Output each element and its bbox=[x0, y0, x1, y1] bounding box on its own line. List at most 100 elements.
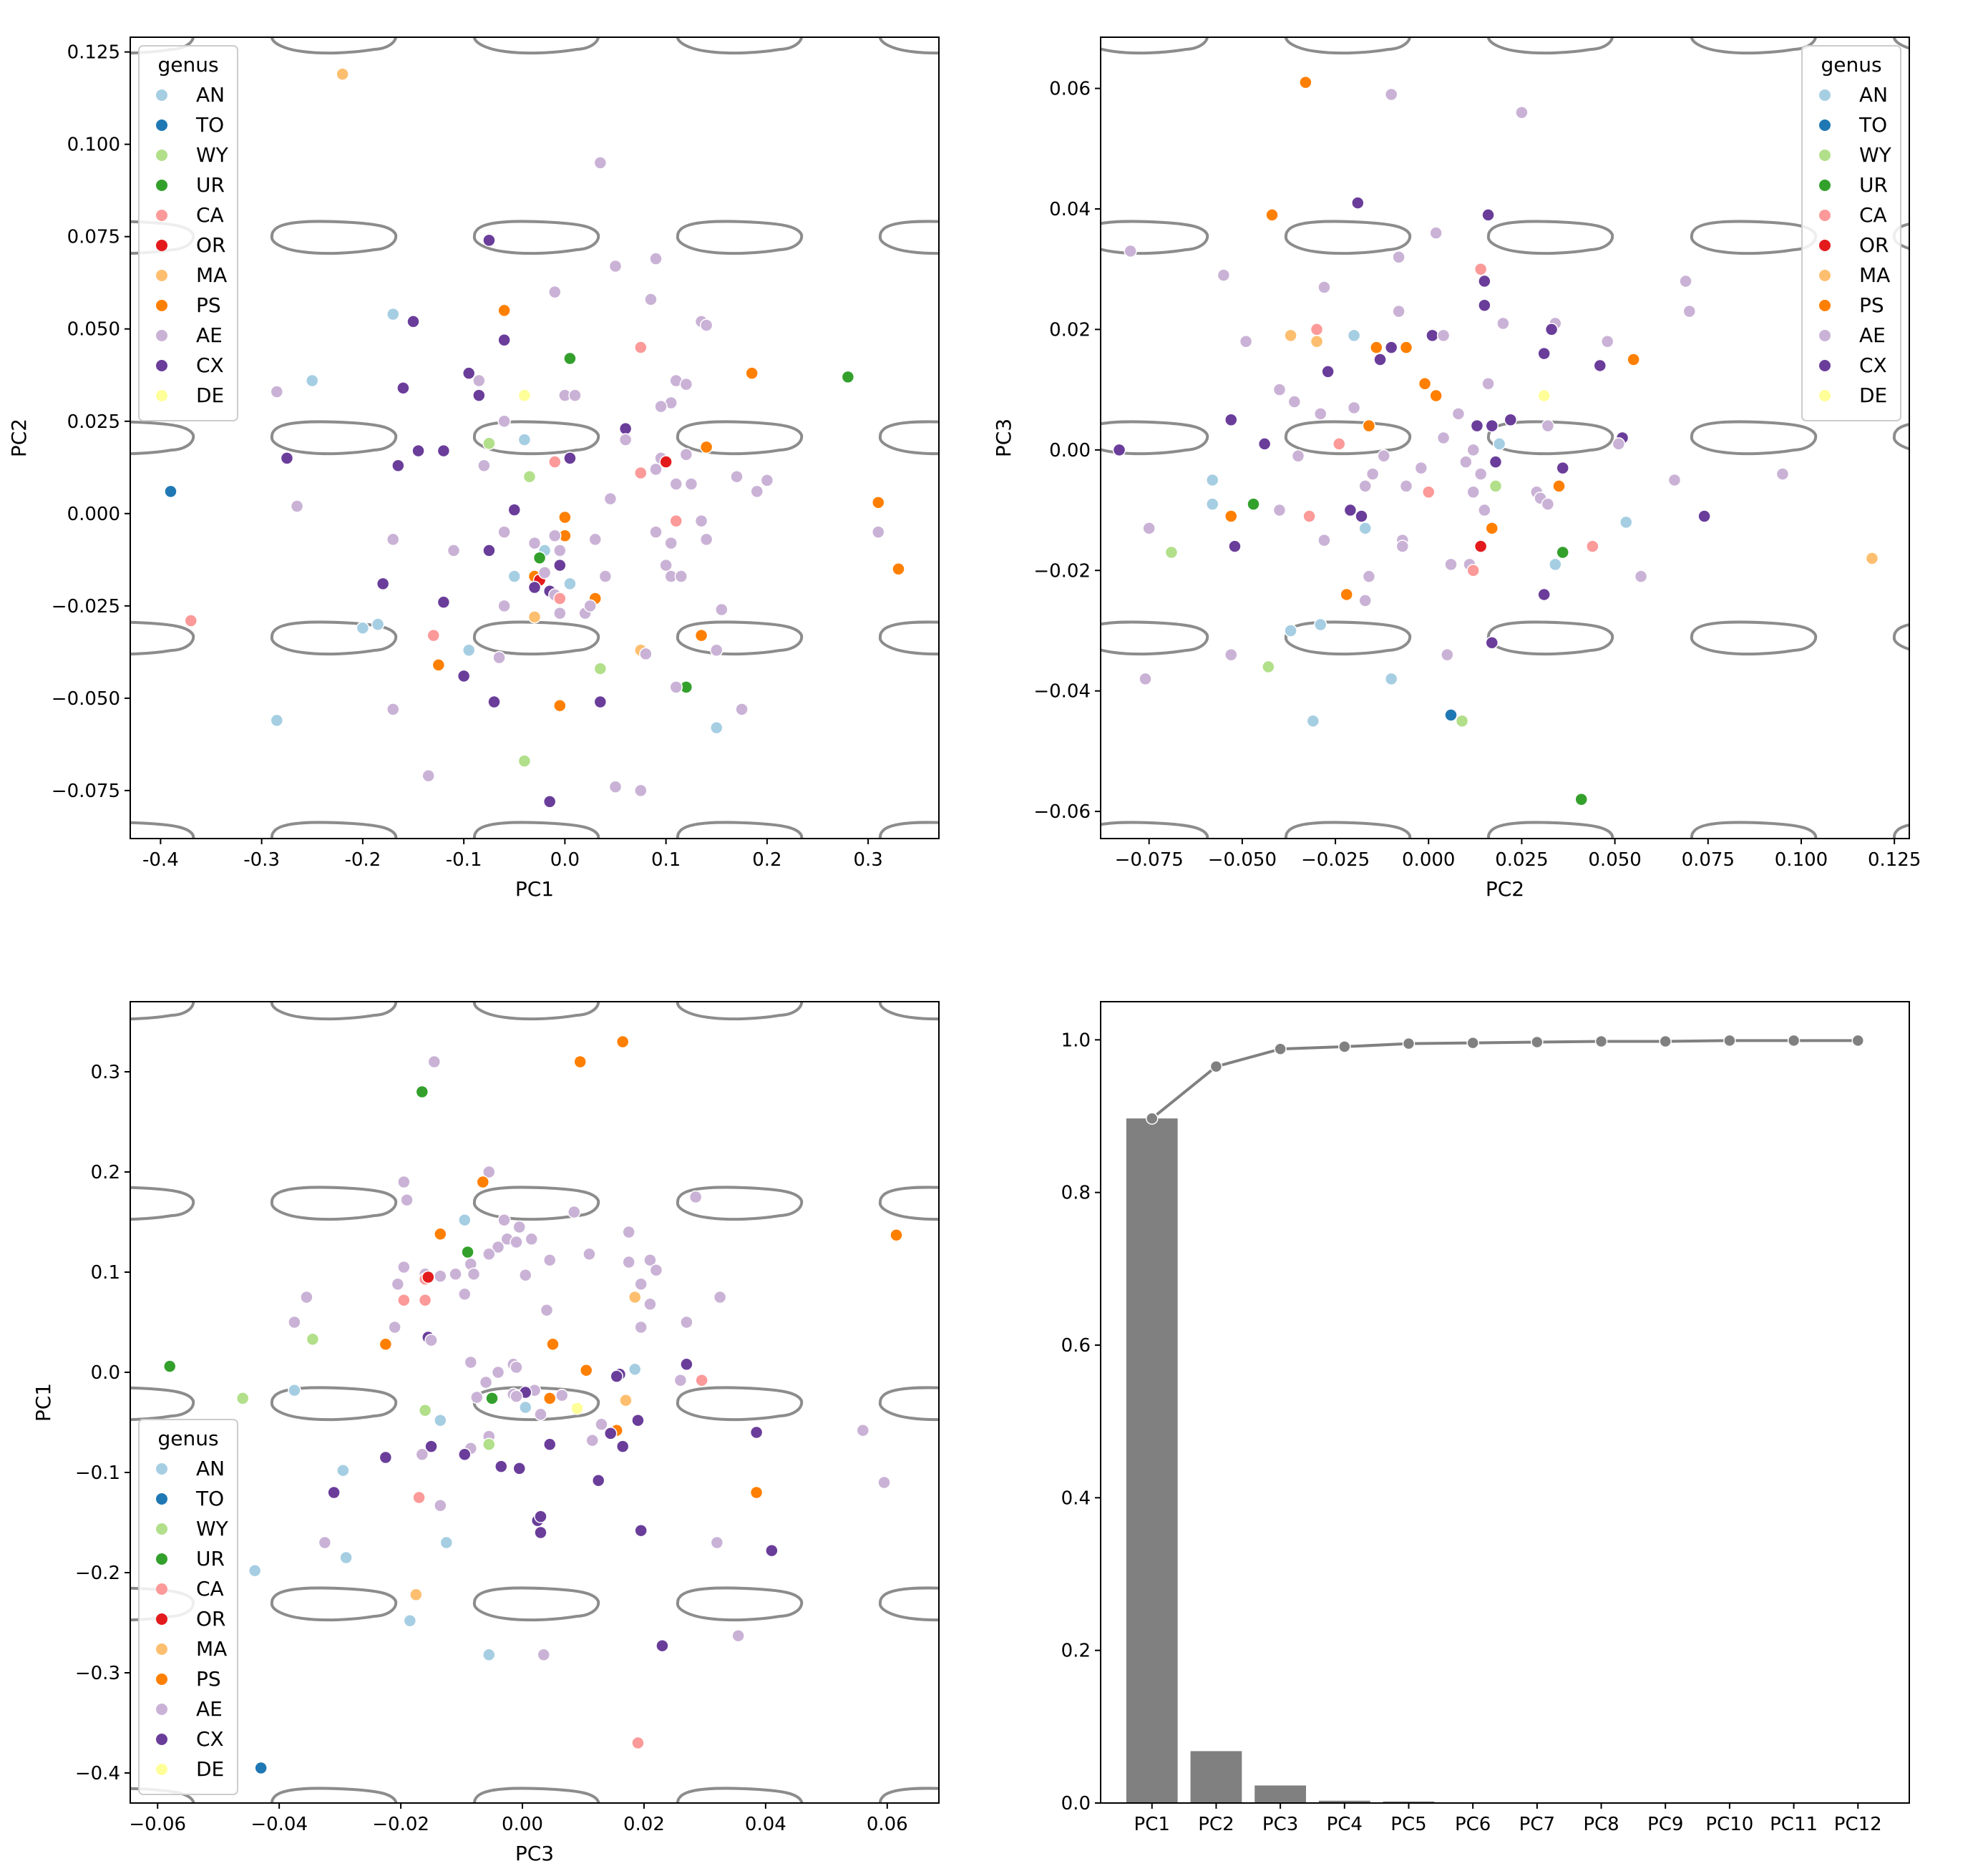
point-or bbox=[1473, 539, 1488, 553]
point-de bbox=[570, 1402, 584, 1415]
point-cx bbox=[1351, 196, 1365, 210]
point-ps bbox=[1399, 341, 1413, 354]
legend-marker-ma bbox=[156, 1643, 167, 1655]
point-cx bbox=[458, 1447, 472, 1462]
point-cx bbox=[482, 544, 496, 557]
leaf-outline-shape bbox=[130, 1186, 195, 1221]
point-ae bbox=[424, 1333, 438, 1347]
point-ae bbox=[760, 474, 774, 487]
leaf-outline-shape bbox=[1489, 1387, 1612, 1420]
point-an bbox=[339, 1550, 353, 1565]
y-tick-label: 0.3 bbox=[91, 1062, 120, 1083]
point-cx bbox=[1373, 353, 1387, 366]
legend-label-cx: CX bbox=[1859, 353, 1887, 377]
point-ae bbox=[598, 570, 613, 583]
leaf-outline-shape bbox=[1284, 420, 1412, 456]
leaf-outline-shape bbox=[270, 620, 398, 656]
point-ma bbox=[1865, 552, 1879, 565]
leaf-outline-shape bbox=[676, 37, 804, 55]
point-an bbox=[519, 1400, 532, 1415]
point-cx bbox=[749, 1425, 764, 1440]
leaf-outline-shape bbox=[270, 1586, 398, 1622]
point-cx bbox=[512, 1462, 527, 1475]
cumulative-point-pc10 bbox=[1723, 1034, 1736, 1047]
point-ps bbox=[694, 628, 708, 643]
leaf-outline-shape bbox=[1285, 37, 1412, 55]
point-cx bbox=[482, 233, 496, 248]
leaf-outline-shape bbox=[1286, 1187, 1410, 1219]
point-an bbox=[1492, 437, 1506, 451]
point-an bbox=[1284, 624, 1297, 637]
point-ae bbox=[491, 1365, 505, 1379]
x-tick-label-pc3: PC3 bbox=[1262, 1814, 1298, 1835]
point-cx bbox=[1384, 341, 1398, 354]
point-ur bbox=[415, 1085, 429, 1099]
point-cx bbox=[1537, 587, 1551, 602]
point-wy bbox=[1262, 660, 1275, 674]
point-ae bbox=[447, 544, 461, 557]
leaf-outline-shape bbox=[878, 1386, 939, 1422]
point-ae bbox=[634, 1320, 648, 1334]
point-ca bbox=[1302, 509, 1316, 523]
leaf-outline-shape bbox=[676, 1787, 804, 1803]
point-cx bbox=[634, 1523, 648, 1538]
point-ca bbox=[548, 455, 562, 469]
point-ae bbox=[1414, 461, 1428, 475]
y-tick-label: −0.025 bbox=[52, 596, 120, 617]
y-tick-label: 0.06 bbox=[1049, 79, 1091, 100]
point-ae bbox=[482, 1247, 496, 1261]
y-tick-label: 0.0 bbox=[1061, 1793, 1091, 1814]
leaf-outline-shape bbox=[676, 1002, 804, 1021]
point-cx bbox=[494, 1460, 508, 1473]
point-ps bbox=[699, 440, 713, 454]
legend-marker-ps bbox=[1819, 300, 1831, 311]
point-ae bbox=[386, 703, 400, 716]
leaf-outline-shape bbox=[472, 821, 600, 839]
point-ur bbox=[485, 1392, 499, 1405]
point-ps bbox=[1362, 419, 1376, 433]
y-tick-label: 0.00 bbox=[1049, 440, 1091, 461]
leaf-outline-shape bbox=[1692, 987, 1816, 1019]
point-ae bbox=[553, 544, 567, 557]
leaf-outline-shape bbox=[878, 1186, 939, 1221]
point-ae bbox=[595, 1417, 608, 1432]
point-ae bbox=[1347, 401, 1361, 415]
point-ps bbox=[892, 562, 905, 576]
x-tick-label: 0.04 bbox=[745, 1814, 786, 1835]
point-ca bbox=[695, 1373, 708, 1387]
point-ae bbox=[472, 373, 486, 388]
leaf-outline-shape bbox=[1286, 1588, 1410, 1620]
legend-marker-ae bbox=[156, 1704, 167, 1715]
point-ae bbox=[1317, 280, 1331, 294]
cumulative-point-pc1 bbox=[1145, 1112, 1159, 1125]
point-to bbox=[1444, 708, 1458, 722]
point-cx bbox=[379, 1450, 393, 1465]
bar-pc1 bbox=[1126, 1118, 1178, 1803]
point-ae bbox=[1478, 503, 1491, 517]
legend: genus AN TO WY UR CA OR MA PS AE CX DE bbox=[1801, 45, 1901, 421]
point-ae bbox=[434, 1269, 447, 1283]
x-tick-label-pc2: PC2 bbox=[1198, 1814, 1234, 1835]
point-ae bbox=[318, 1535, 332, 1550]
leaf-outline-shape bbox=[676, 1186, 804, 1221]
point-ae bbox=[434, 1498, 447, 1513]
y-axis-label: PC2 bbox=[7, 419, 31, 457]
point-cx bbox=[406, 315, 420, 328]
point-cx bbox=[1537, 346, 1551, 361]
point-an bbox=[710, 720, 723, 735]
point-an bbox=[270, 713, 284, 728]
point-an bbox=[1313, 617, 1327, 632]
point-ae bbox=[699, 532, 713, 547]
legend-label-to: TO bbox=[195, 113, 224, 137]
point-ae bbox=[688, 1190, 703, 1204]
point-ps bbox=[1627, 353, 1640, 366]
x-tick-label-pc12: PC12 bbox=[1834, 1814, 1882, 1835]
legend-label-ur: UR bbox=[196, 1547, 225, 1570]
y-tick-label: 0.075 bbox=[67, 227, 120, 248]
point-ur bbox=[1247, 497, 1260, 511]
point-cx bbox=[1556, 461, 1569, 475]
leaf-outline-shape bbox=[1486, 620, 1614, 656]
point-an bbox=[1347, 328, 1361, 343]
legend-marker-an bbox=[156, 1463, 167, 1475]
